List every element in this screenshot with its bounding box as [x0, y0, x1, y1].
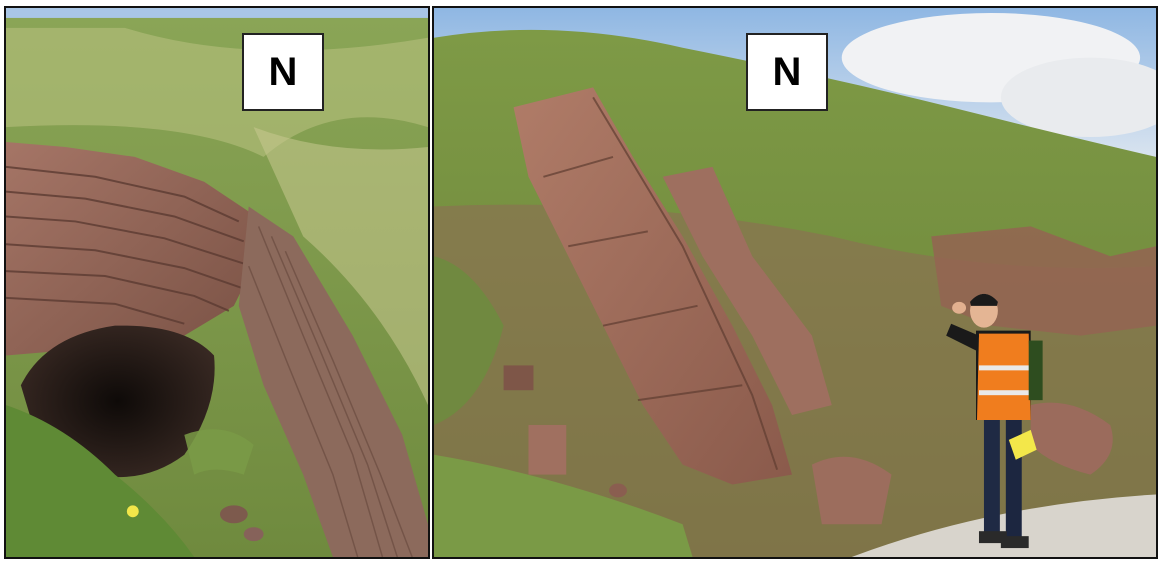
dry-grass-patch [253, 127, 428, 406]
boulder [528, 424, 567, 475]
gravel-path [851, 494, 1156, 557]
secondary-rock-slab [662, 166, 832, 416]
north-arrow-label: N [746, 33, 828, 111]
beanie [970, 293, 998, 306]
tilted-sandstone-bed [513, 87, 793, 485]
safety-vest [976, 333, 1031, 420]
field-notebook [1008, 429, 1037, 460]
yellow-flower [126, 505, 139, 518]
north-arrow-label: N [242, 33, 324, 111]
geologist-person [946, 293, 1043, 549]
photo-right-outcrop: N [432, 6, 1158, 559]
cave-outcrop-photo [6, 8, 428, 557]
foreground-grass [6, 405, 195, 557]
photo-left-cave: N [4, 6, 430, 559]
